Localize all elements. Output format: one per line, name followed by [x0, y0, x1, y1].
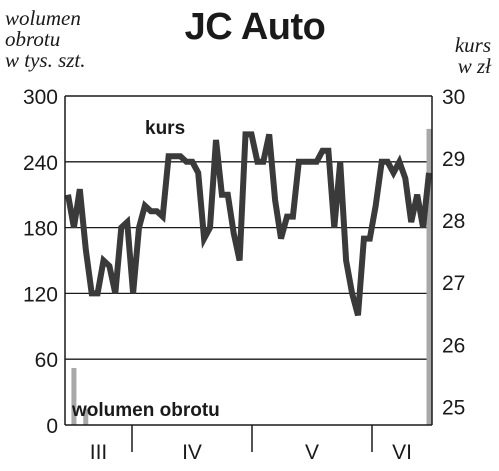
- month-label: VI: [392, 441, 412, 464]
- y-axis-right-tick-label: 29: [442, 148, 465, 171]
- month-label: III: [90, 441, 108, 464]
- volume-bar: [83, 408, 89, 425]
- y-axis-right-tick-label: 27: [442, 272, 465, 295]
- x-axis-month-labels: III IV V VI: [90, 425, 412, 464]
- y-axis-left-tick-label: 300: [23, 86, 58, 109]
- y-axis-right-tick-label: 30: [442, 86, 465, 109]
- y-axis-right-ticks: 30 29 28 27 26 25: [442, 86, 465, 419]
- volume-bar: [71, 367, 77, 425]
- y-axis-right-tick-label: 25: [442, 396, 465, 419]
- month-label: V: [305, 441, 319, 464]
- y-axis-right-tick-label: 26: [442, 334, 465, 357]
- chart-title: JC Auto: [184, 6, 326, 48]
- volume-bars: [71, 128, 432, 425]
- series-label-kurs: kurs: [145, 118, 185, 139]
- y-axis-left-tick-label: 240: [23, 152, 58, 175]
- y-axis-left-tick-label: 0: [46, 415, 58, 438]
- kurs-line: [65, 131, 432, 317]
- volume-bar: [426, 128, 432, 425]
- y-axis-left-ticks: 300 240 180 120 60 0: [23, 86, 58, 438]
- y-axis-right-tick-label: 28: [442, 210, 465, 233]
- plot-frame: [64, 95, 433, 426]
- y-axis-left-tick-label: 180: [23, 218, 58, 241]
- month-label: IV: [182, 441, 202, 464]
- series-label-volume: wolumen obrotu: [71, 400, 220, 421]
- y-axis-left-label: wolumen obrotu w tys. szt.: [5, 6, 86, 72]
- y-axis-left-tick-label: 60: [35, 349, 58, 372]
- y-axis-left-tick-label: 120: [23, 283, 58, 306]
- y-axis-right-label: kurs w zł: [454, 33, 491, 78]
